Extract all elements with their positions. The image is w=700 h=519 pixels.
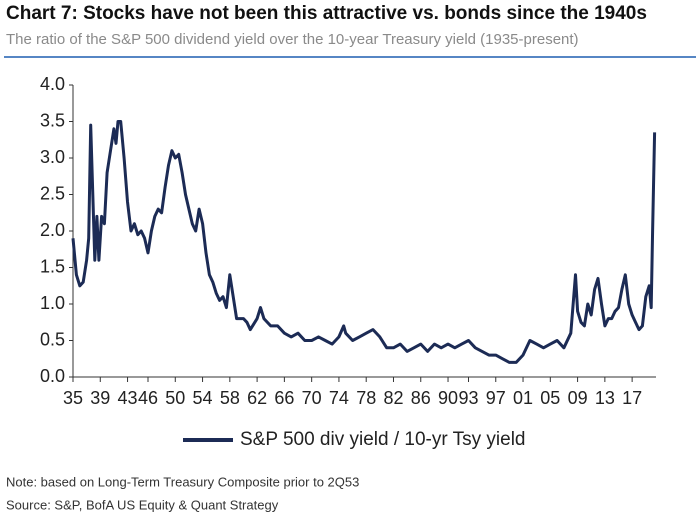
y-tick-label: 3.5 xyxy=(40,110,65,130)
x-tick-label: 54 xyxy=(193,388,213,408)
x-tick-label: 90 xyxy=(438,388,458,408)
x-tick-label: 74 xyxy=(329,388,349,408)
source: Source: S&P, BofA US Equity & Quant Stra… xyxy=(6,497,279,512)
x-tick-label: 35 xyxy=(63,388,83,408)
y-tick-label: 3.0 xyxy=(40,147,65,167)
chart-subtitle: The ratio of the S&P 500 dividend yield … xyxy=(6,31,579,48)
legend-label: S&P 500 div yield / 10-yr Tsy yield xyxy=(240,429,526,450)
x-tick-label: 97 xyxy=(486,388,506,408)
x-tick-label: 50 xyxy=(165,388,185,408)
data-line xyxy=(71,120,657,364)
x-tick-label: 09 xyxy=(568,388,588,408)
y-tick-label: 0.0 xyxy=(40,366,65,386)
x-tick-label: 78 xyxy=(356,388,376,408)
x-tick-label: 05 xyxy=(540,388,560,408)
y-tick-label: 1.5 xyxy=(40,256,65,276)
x-tick-label: 93 xyxy=(458,388,478,408)
x-tick-label: 17 xyxy=(622,388,642,408)
x-tick-label: 70 xyxy=(302,388,322,408)
x-tick-label: 43 xyxy=(118,388,138,408)
x-tick-label: 13 xyxy=(595,388,615,408)
x-tick-label: 66 xyxy=(274,388,294,408)
y-tick-label: 1.0 xyxy=(40,293,65,313)
y-tick-label: 2.5 xyxy=(40,183,65,203)
y-tick-label: 4.0 xyxy=(40,74,65,94)
x-tick-label: 39 xyxy=(90,388,110,408)
x-tick-label: 46 xyxy=(138,388,158,408)
y-tick-label: 2.0 xyxy=(40,220,65,240)
x-tick-label: 82 xyxy=(383,388,403,408)
x-tick-label: 86 xyxy=(411,388,431,408)
x-tick-label: 01 xyxy=(513,388,533,408)
note: Note: based on Long-Term Treasury Compos… xyxy=(6,474,359,489)
x-tick-label: 58 xyxy=(220,388,240,408)
x-tick-label: 62 xyxy=(247,388,267,408)
y-tick-label: 0.5 xyxy=(40,329,65,349)
chart-title: Chart 7: Stocks have not been this attra… xyxy=(6,3,647,24)
